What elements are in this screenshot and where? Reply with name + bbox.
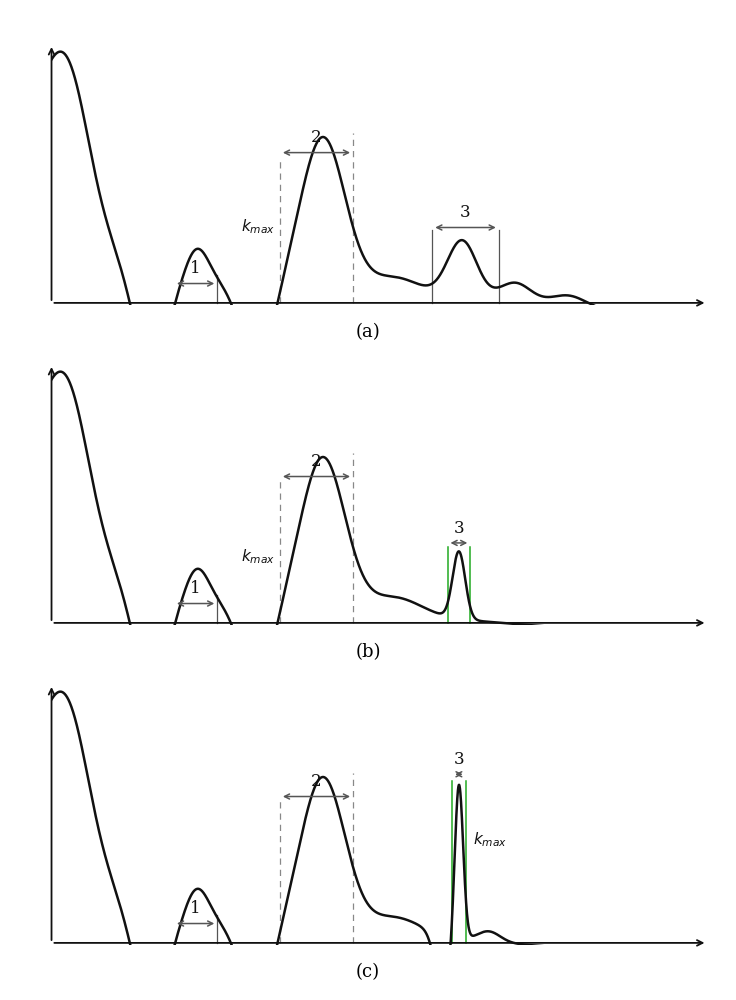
Text: 3: 3 <box>453 520 464 537</box>
Text: 1: 1 <box>191 260 201 277</box>
Text: 1: 1 <box>191 900 201 917</box>
Text: 3: 3 <box>453 751 464 768</box>
Text: (b): (b) <box>355 643 381 661</box>
Text: 2: 2 <box>311 453 322 470</box>
Text: $k_{max}$: $k_{max}$ <box>241 217 275 236</box>
Text: (c): (c) <box>356 963 380 981</box>
Text: 2: 2 <box>311 773 322 790</box>
Text: $k_{max}$: $k_{max}$ <box>473 830 508 849</box>
Text: 2: 2 <box>311 129 322 146</box>
Text: 3: 3 <box>460 204 471 221</box>
Text: (a): (a) <box>355 323 381 341</box>
Text: $k_{max}$: $k_{max}$ <box>241 547 275 566</box>
Text: 1: 1 <box>191 580 201 597</box>
